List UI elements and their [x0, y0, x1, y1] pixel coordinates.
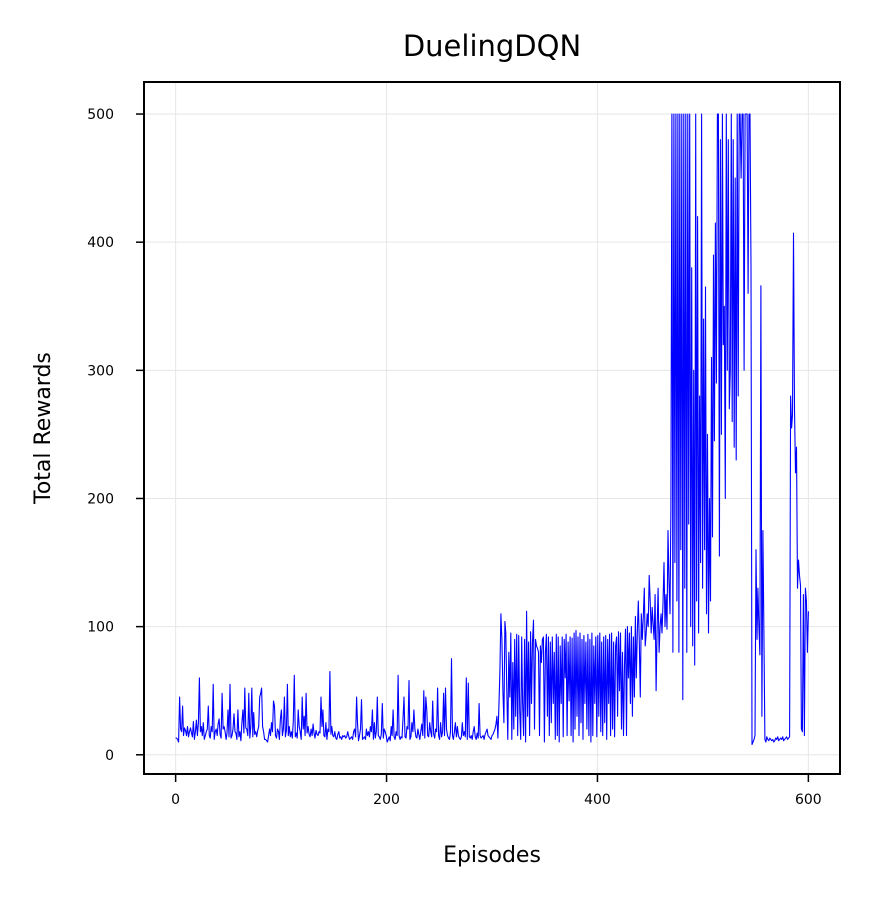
x-tick-label: 400: [584, 792, 611, 808]
y-tick-label: 200: [87, 491, 114, 507]
grid-lines: [144, 82, 840, 774]
x-tick-label: 200: [373, 792, 400, 808]
series-line-total-rewards: [175, 113, 809, 746]
x-axis-label: Episodes: [443, 843, 541, 868]
plot-frame: [143, 81, 841, 775]
x-axis: 0 200 400 600: [171, 774, 822, 808]
y-tick-label: 100: [87, 620, 114, 636]
y-tick-label: 400: [87, 235, 114, 251]
y-tick-label: 300: [87, 363, 114, 379]
y-tick-label: 0: [105, 748, 114, 764]
chart-title: DuelingDQN: [403, 29, 581, 63]
y-tick-label: 500: [87, 107, 114, 123]
y-axis: 0 100 200 300 400 500: [87, 107, 144, 764]
x-tick-label: 0: [171, 792, 180, 808]
x-tick-label: 600: [795, 792, 822, 808]
y-axis-label: Total Rewards: [31, 352, 56, 505]
